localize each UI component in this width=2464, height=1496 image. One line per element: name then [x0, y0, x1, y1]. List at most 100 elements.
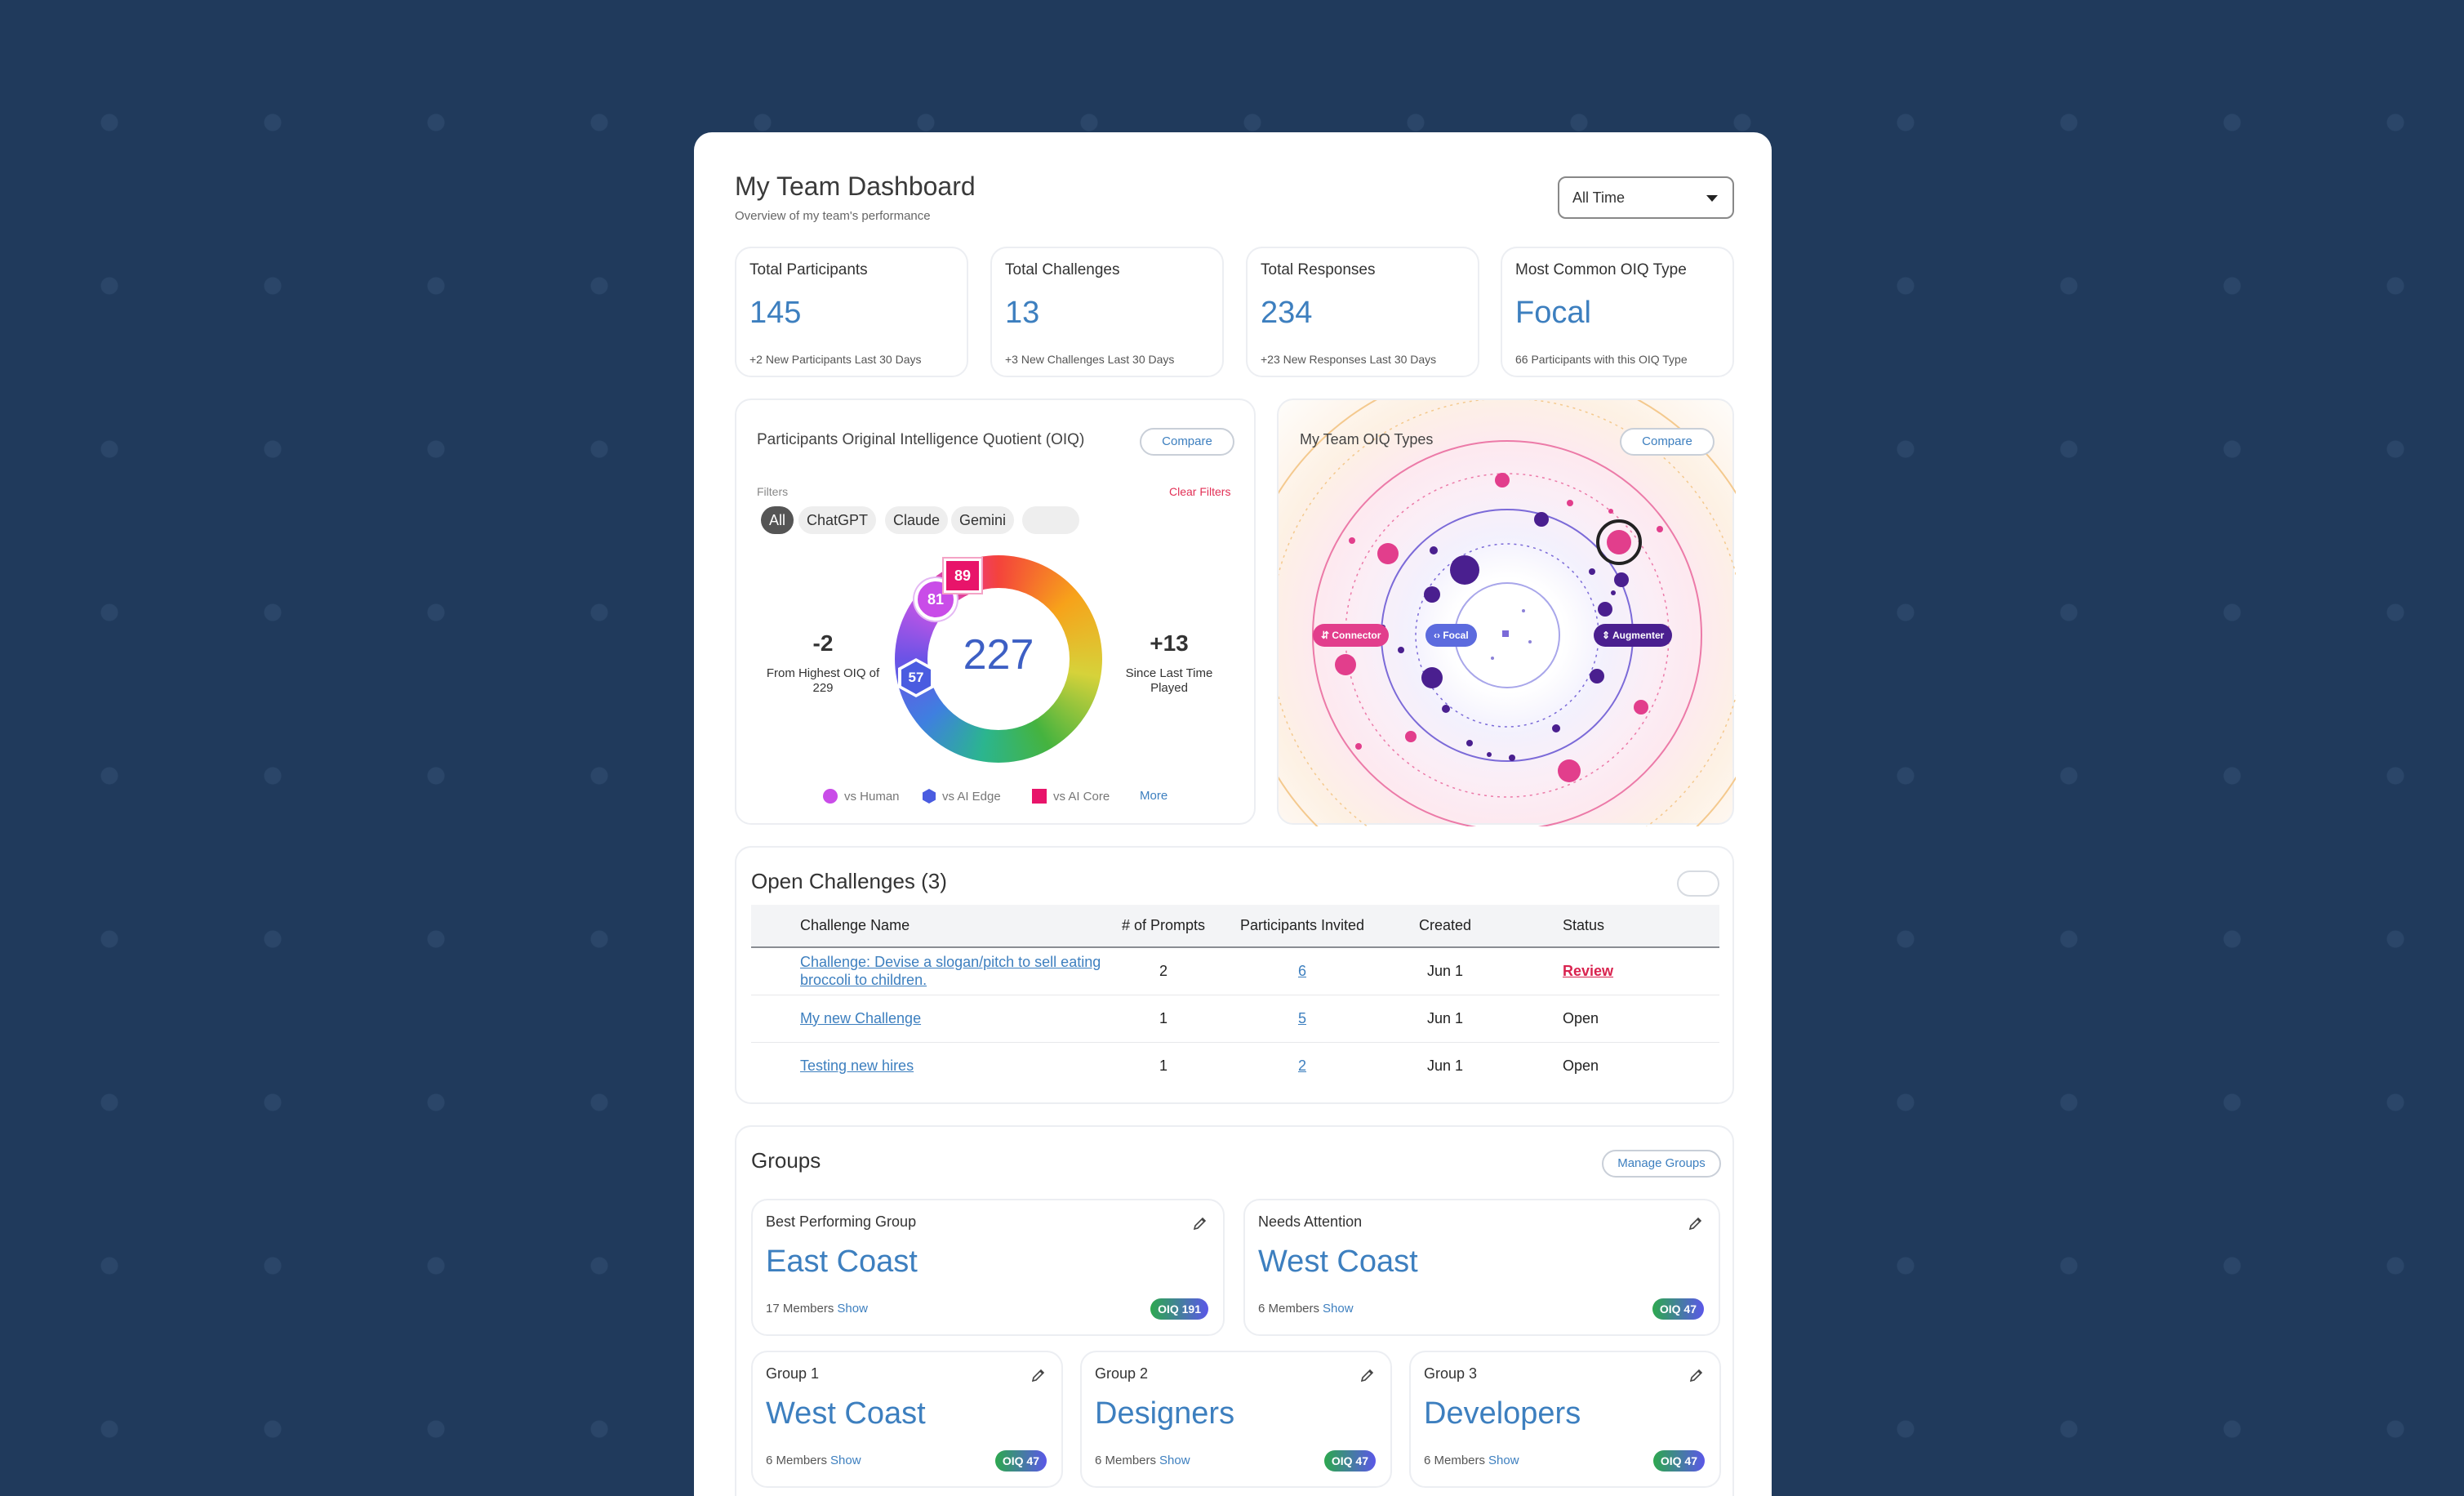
stat-card-oiq-type: Most Common OIQ Type Focal 66 Participan… [1501, 247, 1734, 377]
stat-card-challenges: Total Challenges 13 +3 New Challenges La… [990, 247, 1224, 377]
filter-chips: All ChatGPT Claude Gemini [761, 506, 1169, 536]
table-row: Testing new hires 1 2 Jun 1 Open [751, 1042, 1719, 1089]
oiq-right-note: Since Last Time Played [1125, 666, 1213, 695]
group-card-3[interactable]: Group 3 Developers 6 Members Show OIQ 47 [1409, 1351, 1721, 1488]
oiq-compare-button[interactable]: Compare [1140, 428, 1234, 456]
square-icon [1032, 789, 1047, 804]
column-header: # of Prompts [1102, 905, 1225, 948]
manage-groups-button[interactable]: Manage Groups [1602, 1150, 1721, 1178]
stat-note: 66 Participants with this OIQ Type [1515, 353, 1688, 366]
created-date: Jun 1 [1380, 947, 1510, 995]
group-name: East Coast [766, 1244, 918, 1279]
legend-vs-ai-edge: vs AI Edge [923, 789, 1001, 804]
show-members-link[interactable]: Show [837, 1302, 868, 1316]
oiq-left-delta: -2 [812, 630, 834, 656]
filter-chip-all[interactable]: All [761, 506, 794, 534]
filters-label: Filters [757, 485, 789, 498]
column-header: Challenge Name [800, 905, 1102, 948]
caret-down-icon [1706, 195, 1718, 202]
type-chip-augmenter[interactable]: ⇕ Augmenter [1594, 624, 1673, 647]
stat-note: +2 New Participants Last 30 Days [749, 353, 922, 366]
type-chip-label: Connector [1332, 630, 1381, 641]
challenge-name-link[interactable]: Testing new hires [800, 1057, 914, 1074]
time-filter-value: All Time [1572, 189, 1626, 206]
group-name: West Coast [766, 1396, 926, 1431]
oiq-badge: OIQ 47 [1652, 1450, 1705, 1472]
open-challenges-card: Open Challenges (3) Challenge Name # of … [735, 846, 1734, 1104]
prompts-count: 1 [1159, 1057, 1168, 1074]
filter-chip-chatgpt[interactable]: ChatGPT [798, 506, 877, 534]
members-count: 6 Members [1424, 1454, 1486, 1467]
augmenter-icon: ⇕ [1602, 630, 1612, 641]
header-spacer [751, 905, 800, 948]
group-name: Designers [1095, 1396, 1235, 1431]
legend-label: vs Human [844, 789, 900, 804]
marker-vs-ai-edge-border: 57 [898, 658, 934, 697]
pencil-icon[interactable] [1359, 1367, 1376, 1383]
time-filter-select[interactable]: All Time [1558, 176, 1734, 219]
created-date: Jun 1 [1380, 995, 1510, 1043]
column-header: Status [1510, 905, 1719, 948]
pencil-icon[interactable] [1030, 1367, 1047, 1383]
pencil-icon[interactable] [1192, 1215, 1208, 1231]
legend-more-link[interactable]: More [1140, 789, 1168, 803]
group-card-2[interactable]: Group 2 Designers 6 Members Show OIQ 47 [1080, 1351, 1392, 1488]
invited-count-link[interactable]: 6 [1297, 962, 1306, 979]
status-text: Open [1510, 995, 1719, 1043]
pencil-icon[interactable] [1688, 1367, 1705, 1383]
invited-count-link[interactable]: 5 [1297, 1009, 1306, 1026]
clear-filters-link[interactable]: Clear Filters [1169, 485, 1231, 498]
show-members-link[interactable]: Show [1323, 1302, 1354, 1316]
challenges-toggle[interactable] [1677, 870, 1719, 897]
stat-value: Focal [1515, 296, 1591, 330]
oiq-badge: OIQ 47 [994, 1450, 1047, 1472]
group-card-needs-attention[interactable]: Needs Attention West Coast 6 Members Show… [1243, 1199, 1720, 1336]
group-name: West Coast [1258, 1244, 1418, 1279]
page-subtitle: Overview of my team's performance [735, 209, 931, 223]
status-review-link[interactable]: Review [1563, 962, 1614, 979]
status-text: Open [1563, 1057, 1599, 1074]
created-date: Jun 1 [1426, 1057, 1464, 1074]
group-name: Developers [1424, 1396, 1581, 1431]
filter-chip-claude[interactable]: Claude [885, 506, 949, 534]
oiq-card-title: Participants Original Intelligence Quoti… [757, 431, 1085, 448]
members-count: 17 Members [766, 1302, 834, 1316]
type-chip-connector[interactable]: ⇵ Connector [1313, 624, 1390, 647]
legend-vs-human: vs Human [823, 789, 900, 804]
hexagon-icon [923, 789, 936, 804]
show-members-link[interactable]: Show [1488, 1454, 1519, 1467]
group-card-best[interactable]: Best Performing Group East Coast 17 Memb… [751, 1199, 1225, 1336]
pencil-icon[interactable] [1688, 1215, 1704, 1231]
group-members: 6 Members Show [1095, 1454, 1190, 1467]
filter-chip-empty[interactable] [1022, 506, 1079, 534]
oiq-badge: OIQ 47 [1323, 1450, 1376, 1472]
dashboard-panel: My Team Dashboard Overview of my team's … [694, 132, 1772, 1496]
type-chip-focal[interactable]: ‹› Focal [1425, 624, 1477, 647]
show-members-link[interactable]: Show [830, 1454, 861, 1467]
stat-label: Most Common OIQ Type [1515, 261, 1687, 278]
open-challenges-title: Open Challenges (3) [751, 869, 947, 893]
group-members: 6 Members Show [1258, 1302, 1354, 1316]
focal-icon: ‹› [1434, 630, 1443, 641]
group-card-1[interactable]: Group 1 West Coast 6 Members Show OIQ 47 [751, 1351, 1063, 1488]
oiq-score: 227 [963, 631, 1034, 679]
challenge-name-link[interactable]: Challenge: Devise a slogan/pitch to sell… [800, 954, 1101, 989]
challenge-name-link[interactable]: My new Challenge [800, 1009, 922, 1026]
members-count: 6 Members [766, 1454, 828, 1467]
members-count: 6 Members [1095, 1454, 1157, 1467]
oiq-types-compare-button[interactable]: Compare [1620, 428, 1715, 456]
stat-label: Total Responses [1261, 261, 1376, 278]
marker-vs-ai-core: 89 [944, 559, 981, 593]
stat-card-responses: Total Responses 234 +23 New Responses La… [1246, 247, 1479, 377]
oiq-right-delta: +13 [1150, 630, 1189, 656]
group-members: 6 Members Show [766, 1454, 861, 1467]
invited-count-link[interactable]: 2 [1297, 1057, 1306, 1074]
oiq-types-rings [1279, 400, 1736, 826]
filter-chip-gemini[interactable]: Gemini [951, 506, 1015, 534]
groups-card: Groups Manage Groups Best Performing Gro… [735, 1125, 1734, 1496]
prompts-count: 1 [1102, 995, 1225, 1043]
group-members: 17 Members Show [766, 1302, 868, 1316]
stat-value: 145 [749, 296, 802, 330]
show-members-link[interactable]: Show [1159, 1454, 1190, 1467]
stat-label: Total Participants [749, 261, 868, 278]
